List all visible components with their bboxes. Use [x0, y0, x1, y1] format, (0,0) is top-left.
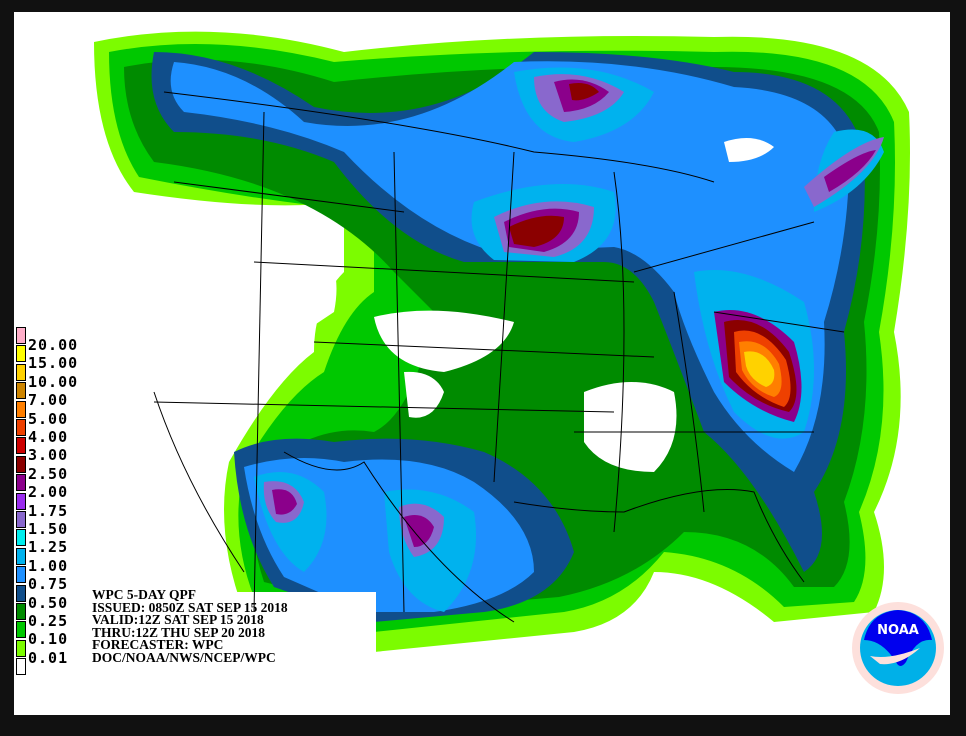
no-precip-areas [14, 138, 774, 715]
legend-label: 10.00 [28, 372, 79, 391]
legend-label: 0.25 [28, 612, 69, 630]
legend-swatch-none [16, 658, 26, 676]
legend-label: 7.00 [28, 391, 69, 410]
legend-swatch [16, 639, 26, 657]
legend-swatch [16, 345, 26, 363]
legend-swatch [16, 547, 26, 565]
legend-swatch [16, 511, 26, 528]
map-info-block: WPC 5-DAY QPF ISSUED: 0850Z SAT SEP 15 2… [92, 587, 288, 665]
legend-swatch [16, 529, 26, 547]
legend-label: 0.75 [28, 575, 69, 594]
precipitation-map [14, 12, 950, 715]
legend-label: 1.00 [28, 556, 69, 575]
noaa-logo: NOAA [852, 602, 944, 694]
legend-label: 0.10 [28, 630, 69, 649]
legend-swatch [16, 400, 26, 418]
legend-swatch [16, 621, 26, 639]
valid-time: VALID:12Z SAT SEP 15 2018 [92, 612, 264, 628]
legend-swatch [16, 492, 26, 510]
legend-label: 5.00 [28, 409, 69, 428]
source-agency: DOC/NOAA/NWS/NCEP/WPC [92, 649, 276, 665]
legend-swatch [16, 363, 26, 381]
legend-swatch [16, 327, 26, 344]
legend-swatch [16, 566, 26, 584]
legend-label: 2.00 [28, 483, 69, 502]
forecaster: FORECASTER: WPC [92, 637, 224, 653]
state-borders [153, 91, 845, 623]
product-title: WPC 5-DAY QPF [92, 587, 196, 602]
legend-swatch [16, 584, 26, 602]
legend-label: 2.50 [28, 464, 69, 483]
legend-swatch [16, 382, 26, 400]
legend-label: 3.00 [28, 446, 69, 465]
legend-label: 1.50 [28, 520, 69, 538]
legend-label: 4.00 [28, 428, 69, 446]
legend-label: 1.75 [28, 501, 69, 520]
contour-10.00 [744, 351, 775, 387]
legend-swatch [16, 603, 26, 620]
legend-label: 15.00 [28, 354, 79, 373]
svg-text:NOAA: NOAA [877, 623, 919, 638]
legend-label: 0.01 [28, 648, 69, 667]
legend-swatch [16, 437, 26, 455]
legend-swatch [16, 474, 26, 492]
qpf-contours [14, 31, 910, 715]
legend-label: 20.00 [28, 336, 79, 354]
legend-label: 1.25 [28, 538, 69, 557]
thru-time: THRU:12Z THU SEP 20 2018 [92, 624, 266, 640]
legend-swatch [16, 455, 26, 473]
issued-time: ISSUED: 0850Z SAT SEP 15 2018 [92, 599, 288, 615]
legend-swatch [16, 419, 26, 436]
legend-label: 0.50 [28, 593, 69, 612]
